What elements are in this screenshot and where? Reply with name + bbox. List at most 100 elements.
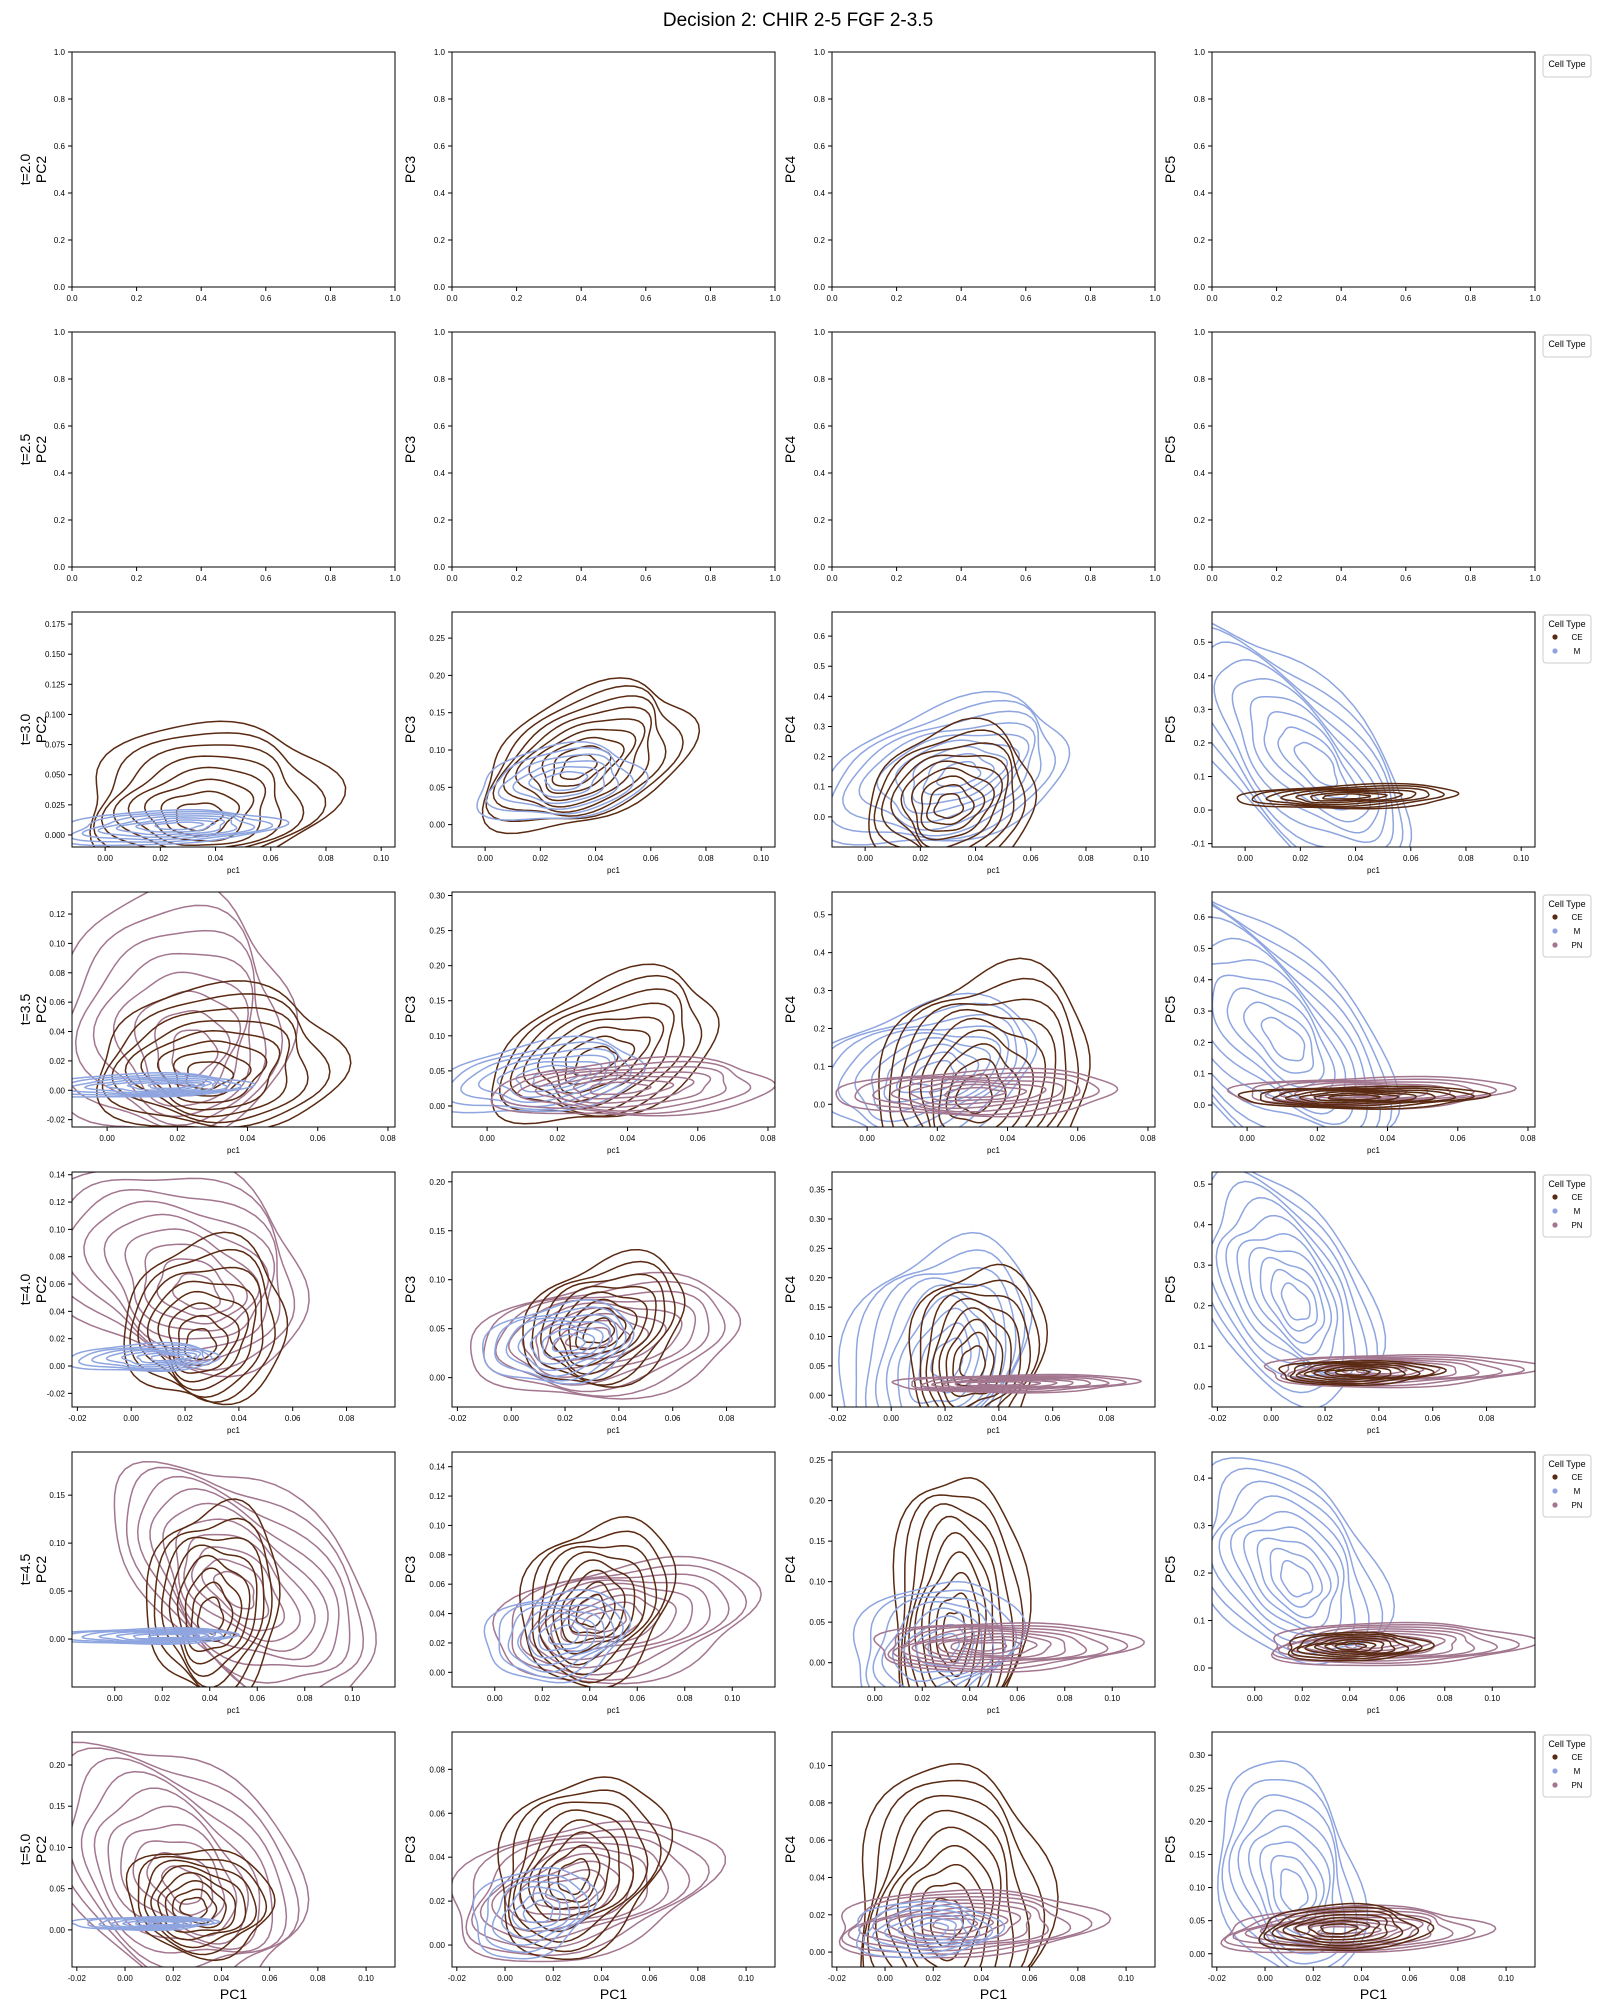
- contour-PN-level-2: [1287, 1357, 1504, 1385]
- y-tick-label: 1.0: [1194, 48, 1206, 57]
- y-tick-label: 0.08: [809, 1799, 825, 1808]
- contour-CE-level-3: [908, 1515, 1004, 1687]
- contour-PN-level-3: [900, 1627, 1088, 1665]
- contour-M-level-2: [1212, 1480, 1370, 1645]
- contour-M-level-3: [1213, 659, 1388, 843]
- x-tick-label: 0.6: [1400, 294, 1412, 303]
- y-tick-label: 0.10: [429, 1276, 445, 1285]
- contour-CE-level-1: [919, 1279, 1041, 1407]
- x-tick-label: 0.08: [760, 1134, 776, 1143]
- contour-CE-level-4: [1313, 1365, 1392, 1379]
- contour-CE-level-3: [168, 1544, 258, 1678]
- y-axis-label: PC4: [782, 1836, 798, 1863]
- legend-marker-M: [1552, 648, 1558, 654]
- contour-CE-level-2: [100, 744, 305, 847]
- contour-PN-level-3: [479, 1841, 670, 1941]
- x-tick-label: 0.00: [867, 1694, 883, 1703]
- contour-CE-level-5: [1324, 1640, 1377, 1653]
- y-axis-label: PC4: [782, 1276, 798, 1303]
- y-tick-label: 0.3: [814, 987, 826, 996]
- x-tick-label: 0.02: [930, 1134, 946, 1143]
- contour-M-level-2: [81, 812, 256, 841]
- x-tick-label: 0.02: [1317, 1414, 1333, 1423]
- contour-M-level-1: [1212, 627, 1404, 847]
- y-tick-label: 0.02: [49, 1057, 65, 1066]
- x-tick-label: 0.8: [325, 574, 337, 583]
- y-tick-label: 0.4: [54, 469, 66, 478]
- contour-M-level-1: [452, 1041, 632, 1111]
- x-tick-label: 0.04: [1342, 1694, 1358, 1703]
- y-tick-label: 1.0: [54, 48, 66, 57]
- contour-PN-level-5: [572, 1077, 675, 1100]
- row-time-label: t=4.5: [17, 1554, 33, 1586]
- contour-CE-level-3: [1285, 1089, 1436, 1106]
- y-tick-label: 0.0: [1194, 1383, 1206, 1392]
- y-tick-label: 0.2: [1194, 1569, 1206, 1578]
- y-tick-label: 0.4: [434, 189, 446, 198]
- contour-CE-level-3: [1303, 1363, 1407, 1381]
- contour-M-level-4: [876, 733, 1030, 824]
- x-tick-label: 0.06: [643, 854, 659, 863]
- legend-row-3: Cell Type CE M PN: [1542, 894, 1592, 958]
- contour-M-level-6: [154, 821, 205, 831]
- y-tick-label: 0.025: [45, 801, 66, 810]
- x-tick-label: 0.04: [611, 1414, 627, 1423]
- contour-M-level-0: [832, 992, 1038, 1127]
- contour-M-level-3: [858, 722, 1036, 831]
- contour-PN-level-6: [120, 1823, 238, 1937]
- legend-marker-PN: [1552, 1222, 1558, 1228]
- y-axis-label: PC5: [1162, 1836, 1178, 1863]
- y-tick-label: 0.08: [429, 1551, 445, 1560]
- contour-M-level-9: [1260, 1016, 1306, 1062]
- y-tick-label: 0.25: [429, 927, 445, 936]
- contour-M-level-8: [1270, 1268, 1318, 1332]
- y-tick-label: 0.06: [429, 1580, 445, 1589]
- contour-M-level-1: [485, 746, 635, 815]
- y-tick-label: 0.8: [54, 95, 66, 104]
- x-tick-label: 0.00: [487, 1694, 503, 1703]
- y-tick-label: 0.15: [49, 1491, 65, 1500]
- legend-marker-CE: [1552, 1474, 1558, 1480]
- y-tick-label: 0.0: [814, 283, 826, 292]
- axes-frame: [71, 611, 396, 848]
- contour-CE-level-3: [146, 1280, 257, 1391]
- y-tick-label: 0.6: [54, 422, 66, 431]
- x-tick-label: 0.00: [479, 1134, 495, 1143]
- x-tick-label: 0.4: [576, 574, 588, 583]
- contour-M-level-4: [528, 766, 599, 798]
- y-tick-label: 0.0: [1194, 1101, 1206, 1110]
- contour-CE-level-1: [507, 1789, 662, 1953]
- contour-M-level-6: [551, 1333, 586, 1353]
- contour-M-level-8: [930, 1337, 964, 1383]
- x-tick-label: 0.06: [1022, 1974, 1038, 1983]
- contour-M-level-0: [1212, 622, 1413, 847]
- contour-CE-level-0: [490, 963, 720, 1125]
- contours: [838, 1231, 1143, 1407]
- panel-r2-c1: 0.00 0.02 0.04 0.06 0.08 0.10 0.00 0.05 0.10 0.15…: [402, 611, 776, 875]
- contour-M-level-0: [481, 1299, 635, 1385]
- x-tick-label: 0.06: [1023, 854, 1039, 863]
- contour-M-level-6: [1248, 1247, 1333, 1356]
- y-tick-label: 0.0: [814, 563, 826, 572]
- x-tick-label: 0.2: [131, 574, 143, 583]
- contour-M-level-2: [505, 1313, 619, 1377]
- contour-PN-level-5: [923, 1632, 1052, 1659]
- contour-M-level-4: [854, 1032, 1002, 1123]
- y-axis-label: PC3: [402, 1276, 418, 1303]
- x-tick-label: 0.04: [594, 1974, 610, 1983]
- x-tick-label: 0.04: [588, 854, 604, 863]
- y-tick-label: 0.0: [1194, 806, 1206, 815]
- contour-PN-level-4: [103, 1213, 270, 1340]
- x-tick-label: 0.6: [640, 294, 652, 303]
- contour-CE-level-5: [1307, 1920, 1371, 1938]
- y-tick-label: 0.4: [1194, 469, 1206, 478]
- y-tick-label: 0.175: [45, 620, 66, 629]
- y-tick-label: 0.12: [49, 1198, 65, 1207]
- contour-M-level-5: [1236, 1233, 1339, 1367]
- contour-M-level-8: [936, 760, 982, 788]
- contour-M-level-0: [72, 1341, 222, 1373]
- x-tick-label: 0.00: [123, 1414, 139, 1423]
- x-tick-label: 0.04: [1000, 1134, 1016, 1143]
- y-tick-label: 0.0: [814, 1100, 826, 1109]
- row-time-label: t=2.0: [17, 154, 33, 186]
